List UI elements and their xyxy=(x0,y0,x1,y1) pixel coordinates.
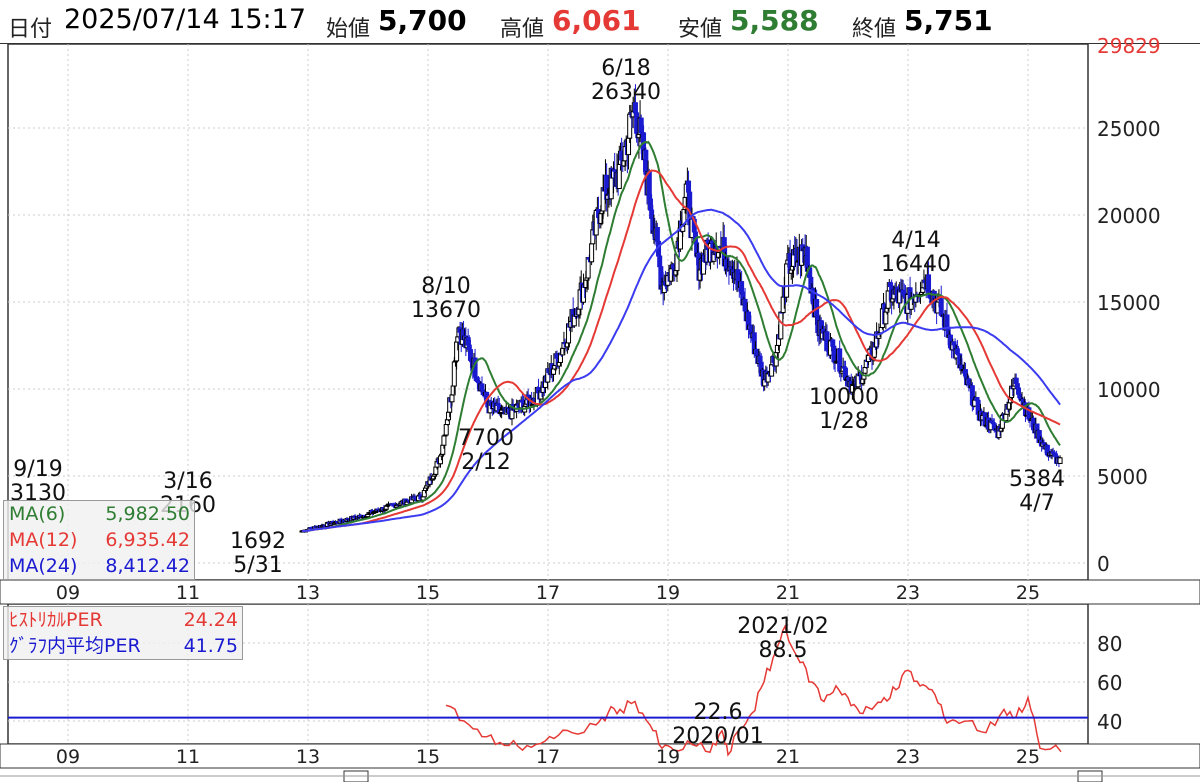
legend-value: 8,412.42 xyxy=(105,555,190,577)
close-label: 終値 xyxy=(852,17,897,42)
legend-value: 5,982.50 xyxy=(105,503,190,525)
annotation-line1: 1692 xyxy=(230,529,286,554)
ma-legend: MA(6) 5,982.50 MA(12) 6,935.42 MA(24) 8,412.4… xyxy=(3,500,195,580)
candle-body xyxy=(1057,457,1063,464)
legend-value: 41.75 xyxy=(183,635,238,657)
y-tick-label-per: 40 xyxy=(1097,710,1122,734)
candle-body xyxy=(646,171,652,200)
annotation-line1: 6/18 xyxy=(601,56,650,81)
x-tick-label-per: 11 xyxy=(176,746,200,768)
candle-body xyxy=(479,383,485,391)
annotation-line1: 9/19 xyxy=(13,457,62,482)
y-tick-label-per: 60 xyxy=(1097,671,1122,695)
x-tick-label: 15 xyxy=(416,582,440,604)
x-tick-label: 23 xyxy=(896,582,920,604)
legend-row: ｸﾞﾗﾌ内平均PER 41.75 xyxy=(4,633,242,659)
y-tick-label-per: 80 xyxy=(1097,632,1122,656)
annotations: 9/1931303/16216016925/318/101367077002/1… xyxy=(10,56,1065,749)
open-value: 5,700 xyxy=(378,4,467,37)
main-x-axis-band xyxy=(0,579,1200,605)
grid-lines xyxy=(8,44,1088,744)
candle-body xyxy=(589,243,595,263)
x-tick-label-per: 19 xyxy=(656,746,680,768)
per-annotation-line1: 22.6 xyxy=(694,700,743,725)
legend-name: ﾋｽﾄﾘｶﾙPER xyxy=(9,609,103,631)
annotation-line1: 10000 xyxy=(809,385,879,410)
close-value: 5,751 xyxy=(904,4,993,37)
x-tick-label-per: 13 xyxy=(296,746,320,768)
y-tick-label: 15000 xyxy=(1097,291,1161,315)
legend-value: 6,935.42 xyxy=(105,529,190,551)
ma6-line xyxy=(301,140,1061,532)
x-tick-label-per: 23 xyxy=(896,746,920,768)
x-tick-label: 09 xyxy=(56,582,80,604)
y-tick-label: 10000 xyxy=(1097,378,1161,402)
legend-row: MA(6) 5,982.50 xyxy=(4,501,194,527)
datetime-value: 2025/07/14 15:17 xyxy=(64,4,307,35)
per-series xyxy=(8,624,1088,757)
per-legend: ﾋｽﾄﾘｶﾙPER 24.24 ｸﾞﾗﾌ内平均PER 41.75 xyxy=(3,606,243,660)
candle-body xyxy=(449,394,455,403)
x-tick-label: 17 xyxy=(536,582,560,604)
x-tick-label-per: 25 xyxy=(1016,746,1040,768)
legend-row: MA(12) 6,935.42 xyxy=(4,527,194,553)
y-top-label: 29829 xyxy=(1097,34,1161,58)
annotation-line2: 26340 xyxy=(591,80,661,105)
x-tick-label: 19 xyxy=(656,582,680,604)
legend-name: MA(6) xyxy=(9,503,66,525)
per-x-axis-band xyxy=(0,743,1200,769)
annotation-line2: 13670 xyxy=(411,298,481,323)
high-label: 高値 xyxy=(500,17,545,42)
x-tick-label: 25 xyxy=(1016,582,1040,604)
candle-body xyxy=(443,423,449,436)
low-value: 5,588 xyxy=(730,4,819,37)
annotation-line1: 8/10 xyxy=(421,274,470,299)
moving-averages xyxy=(301,140,1061,532)
legend-row: ﾋｽﾄﾘｶﾙPER 24.24 xyxy=(4,607,242,633)
tick-labels: 09 09 11 11 13 13 15 15 17 17 19 19 21 21 23 23 25 25 0 500… xyxy=(56,34,1161,768)
legend-value: 24.24 xyxy=(183,609,238,631)
x-tick-label-per: 21 xyxy=(776,746,800,768)
date-label: 日付 xyxy=(8,17,53,42)
annotation-line1: 4/14 xyxy=(891,228,940,253)
ma24-line xyxy=(301,208,1061,532)
annotation-line2: 5/31 xyxy=(233,553,282,578)
y-tick-label: 20000 xyxy=(1097,204,1161,228)
annotation-line1: 3/16 xyxy=(163,469,212,494)
annotation-line2: 2/12 xyxy=(461,450,510,475)
per-annotation-line1: 2021/02 xyxy=(737,614,828,639)
x-tick-label-per: 09 xyxy=(56,746,80,768)
candles xyxy=(299,84,1063,533)
annotation-line2: 4/7 xyxy=(1019,491,1054,516)
x-tick-label: 13 xyxy=(296,582,320,604)
legend-row: MA(24) 8,412.42 xyxy=(4,553,194,579)
y-tick-label: 0 xyxy=(1097,552,1110,576)
ma12-line xyxy=(301,169,1061,532)
header-bar: 日付 2025/07/14 15:17 始値 5,700 高値 6,061 安値… xyxy=(0,0,1200,44)
y-tick-label: 25000 xyxy=(1097,117,1161,141)
x-tick-label-per: 15 xyxy=(416,746,440,768)
annotation-line2: 16440 xyxy=(881,252,951,277)
candle-body xyxy=(441,435,447,446)
per-annotation-line2: 2020/01 xyxy=(672,724,763,749)
x-tick-label: 11 xyxy=(176,582,200,604)
open-label: 始値 xyxy=(326,17,371,42)
per-line xyxy=(445,624,1062,757)
annotation-line1: 7700 xyxy=(458,426,514,451)
y-tick-label: 5000 xyxy=(1097,465,1148,489)
candle-body xyxy=(1003,413,1009,422)
x-tick-label: 21 xyxy=(776,582,800,604)
legend-name: MA(12) xyxy=(9,529,78,551)
legend-name: ｸﾞﾗﾌ内平均PER xyxy=(9,635,141,657)
annotation-line2: 1/28 xyxy=(819,409,868,434)
candle-body xyxy=(778,311,784,340)
x-tick-label-per: 17 xyxy=(536,746,560,768)
high-value: 6,061 xyxy=(552,4,641,37)
per-annotation-line2: 88.5 xyxy=(759,638,808,663)
candle-body xyxy=(1013,377,1019,385)
legend-name: MA(24) xyxy=(9,555,78,577)
low-label: 安値 xyxy=(678,17,723,42)
annotation-line1: 5384 xyxy=(1009,467,1065,492)
